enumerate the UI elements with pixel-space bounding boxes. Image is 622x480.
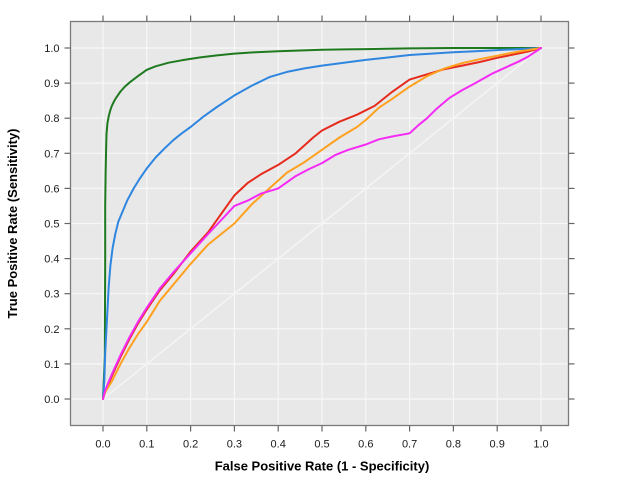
y-axis-tick-label: 0.1 (44, 359, 59, 371)
y-axis-tick-label: 1.0 (44, 43, 59, 55)
x-axis-tick-label: 0.2 (183, 439, 198, 451)
roc-curve-blue-roc (102, 47, 542, 400)
y-axis-tick-label: 0.2 (44, 324, 59, 336)
roc-curve-magenta-roc (102, 47, 542, 400)
x-axis-tick-label: 0.6 (358, 439, 373, 451)
x-axis-tick-label: 0.7 (402, 439, 417, 451)
x-axis-tick-label: 0.4 (271, 439, 286, 451)
y-axis-tick-label: 0.0 (44, 394, 59, 406)
x-axis-tick-label: 0.8 (446, 439, 461, 451)
roc-curve-darkgreen-roc (102, 47, 542, 400)
x-axis-title: False Positive Rate (1 - Specificity) (215, 459, 430, 474)
diagonal-reference-line (102, 47, 542, 400)
x-axis-tick-label: 0.9 (490, 439, 505, 451)
y-axis-tick-label: 0.7 (44, 148, 59, 160)
y-axis-tick-label: 0.4 (44, 254, 59, 266)
y-axis-tick-label: 0.5 (44, 219, 59, 231)
y-axis-title: True Positive Rate (Sensitivity) (5, 128, 20, 318)
y-axis-tick-label: 0.8 (44, 113, 59, 125)
x-axis-tick-label: 0.1 (139, 439, 154, 451)
x-axis-tick-label: 1.0 (533, 439, 548, 451)
x-axis-tick-label: 0.5 (314, 439, 329, 451)
y-axis-tick-label: 0.9 (44, 78, 59, 90)
y-axis-tick-label: 0.6 (44, 183, 59, 195)
roc-curve-orange-roc (102, 47, 542, 400)
x-axis-tick-label: 0.0 (95, 439, 110, 451)
y-axis-tick-label: 0.3 (44, 289, 59, 301)
x-axis-tick-label: 0.3 (227, 439, 242, 451)
